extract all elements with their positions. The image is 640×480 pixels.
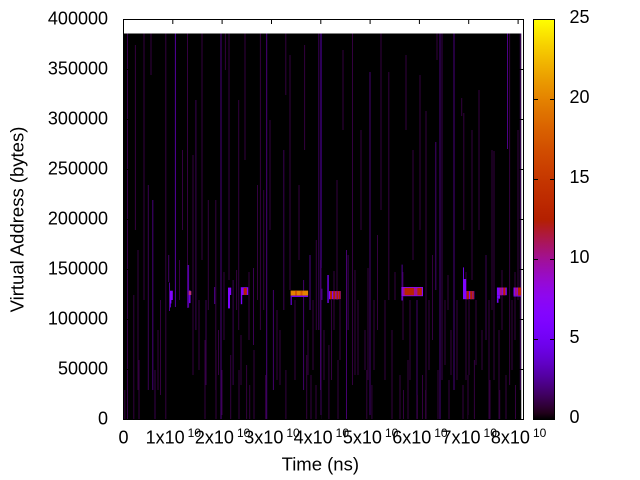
svg-text:Time (ns): Time (ns) — [282, 454, 359, 475]
svg-text:15: 15 — [570, 167, 590, 187]
svg-text:10: 10 — [570, 247, 590, 267]
svg-text:0: 0 — [570, 407, 580, 427]
svg-text:350000: 350000 — [48, 59, 108, 79]
svg-text:25: 25 — [570, 7, 590, 27]
svg-text:0: 0 — [98, 409, 108, 429]
svg-text:400000: 400000 — [48, 9, 108, 29]
svg-text:250000: 250000 — [48, 159, 108, 179]
svg-text:300000: 300000 — [48, 109, 108, 129]
svg-text:100000: 100000 — [48, 309, 108, 329]
svg-text:0: 0 — [118, 428, 128, 448]
svg-text:Virtual Address (bytes): Virtual Address (bytes) — [7, 127, 28, 313]
svg-text:5: 5 — [570, 327, 580, 347]
svg-text:150000: 150000 — [48, 259, 108, 279]
svg-text:20: 20 — [570, 87, 590, 107]
svg-text:200000: 200000 — [48, 209, 108, 229]
svg-text:50000: 50000 — [58, 359, 108, 379]
